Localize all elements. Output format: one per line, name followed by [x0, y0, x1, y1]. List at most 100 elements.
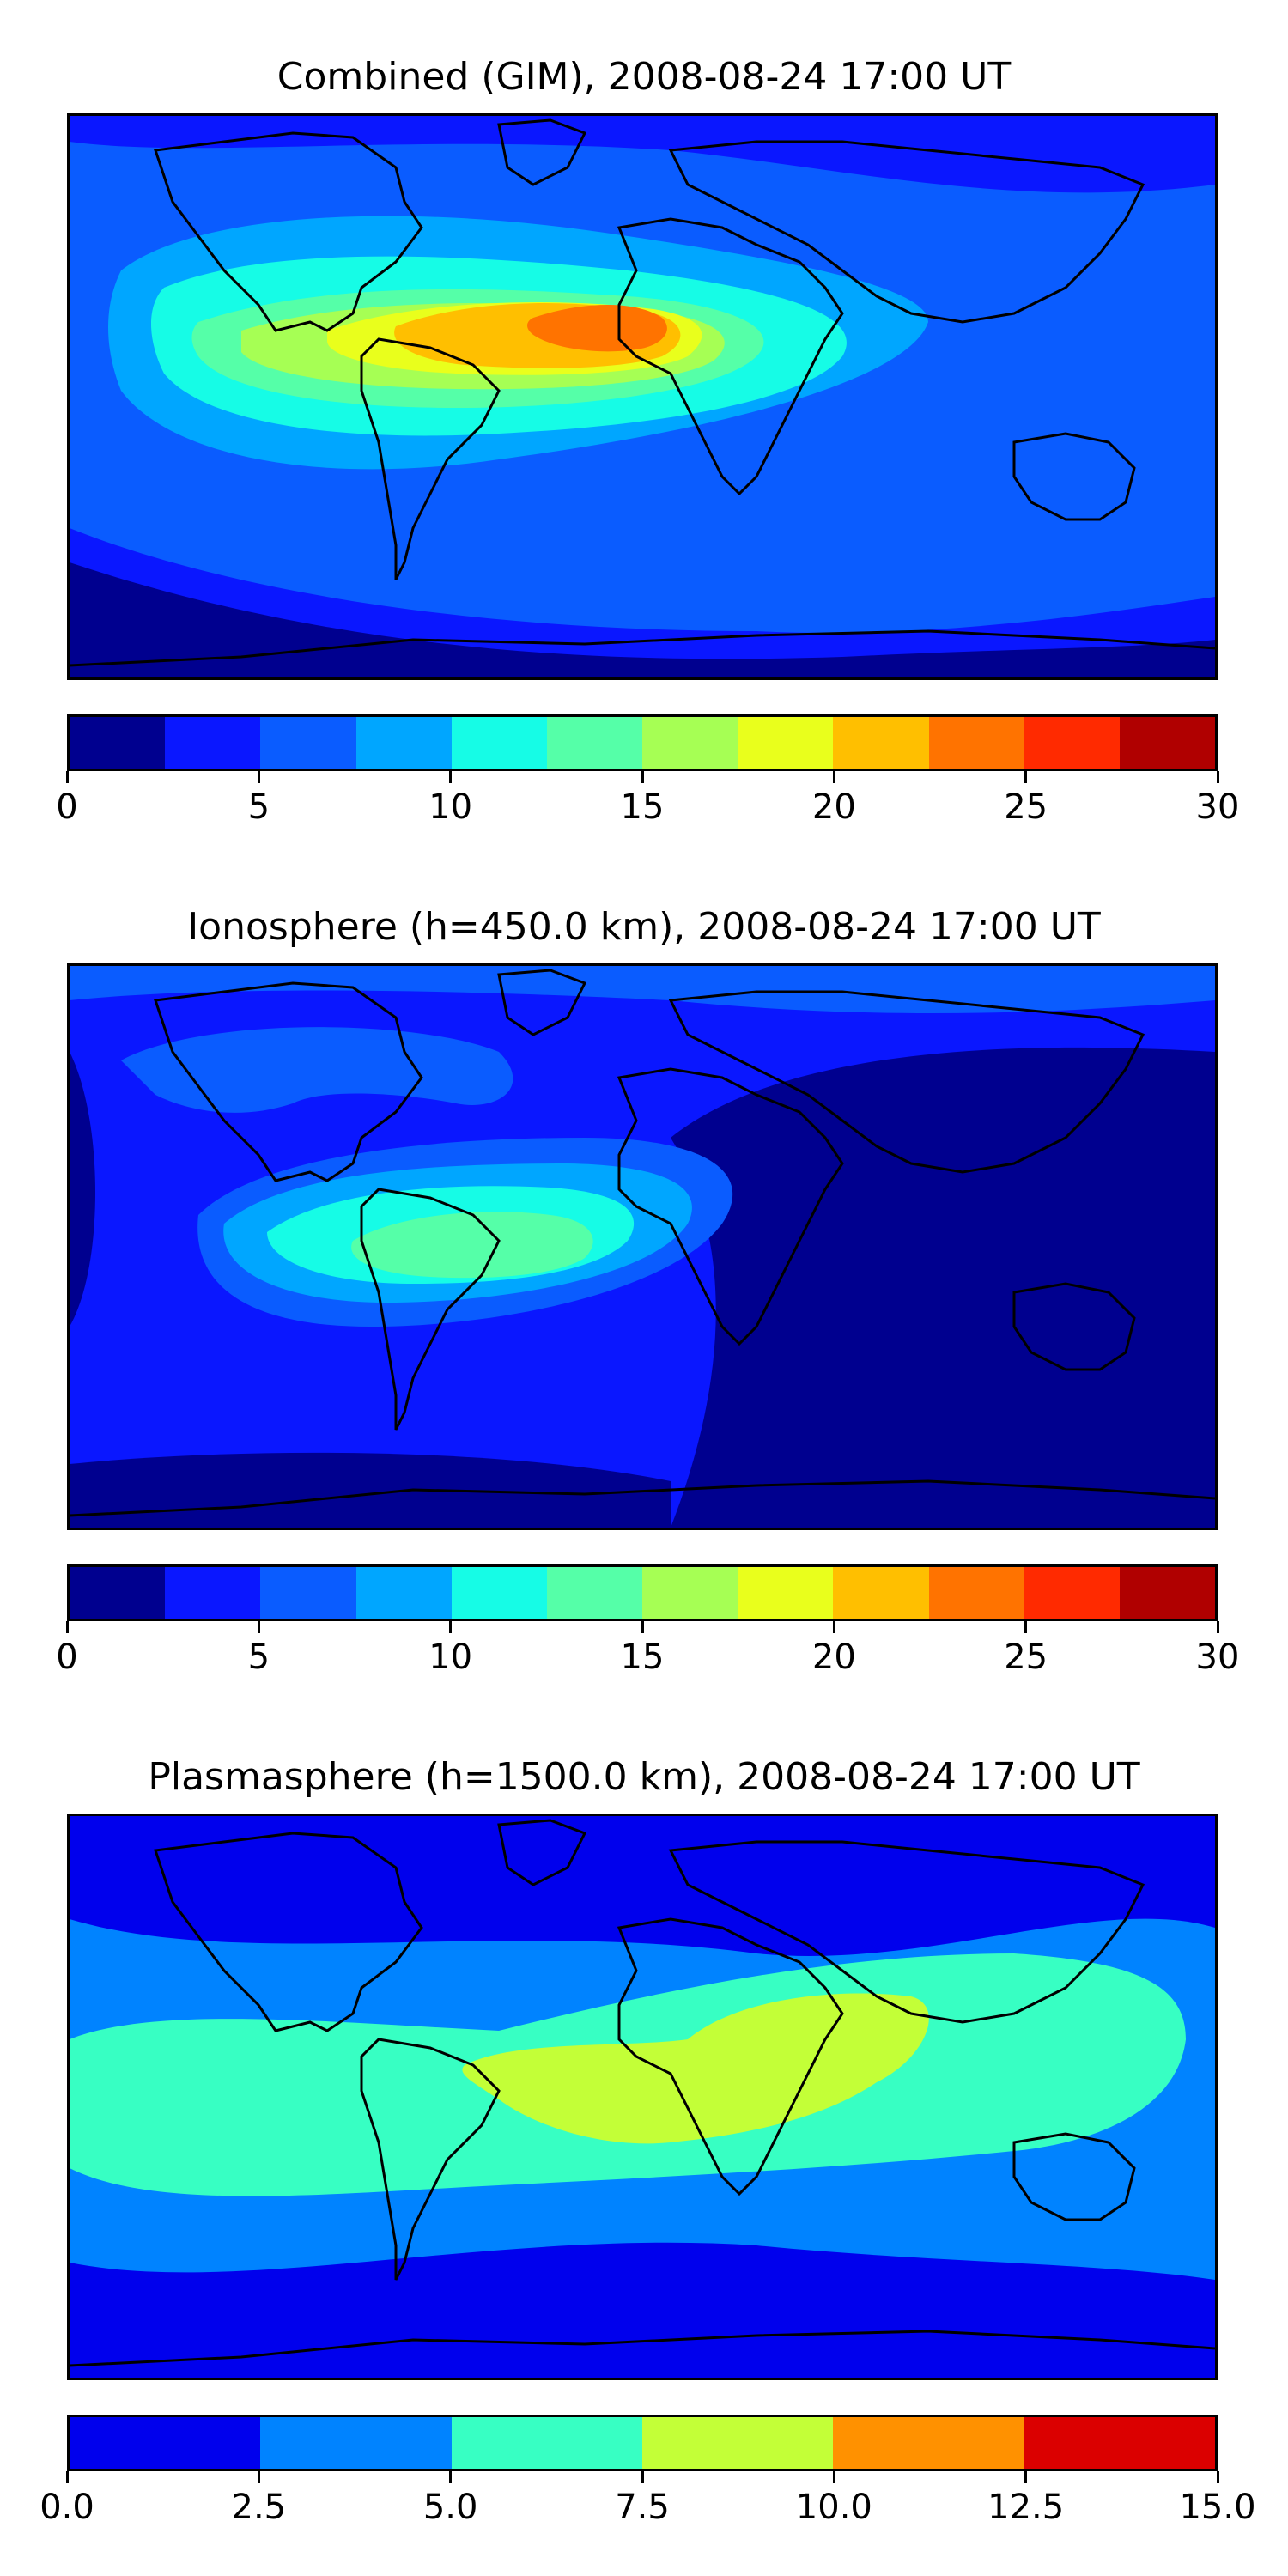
colorbar-tick-label: 0.0	[39, 2488, 94, 2527]
coastline-antarctica	[70, 2330, 1215, 2367]
coastline-north-america	[153, 1832, 423, 2032]
coastline-antarctica	[70, 629, 1215, 667]
coastline-asia	[668, 1840, 1145, 2024]
colorbar-segment	[165, 1567, 261, 1619]
colorbar-tick-label: 10.0	[795, 2488, 872, 2527]
map-plasmasphere	[67, 1814, 1218, 2380]
colorbar-tick-label: 12.5	[987, 2488, 1065, 2527]
colorbar-segment	[833, 717, 929, 769]
colorbar-segment	[451, 2417, 642, 2469]
contour-levels-ionosphere	[70, 966, 1215, 1528]
coastline-south-america	[360, 1188, 501, 1431]
heatmap-combined	[70, 116, 1215, 677]
colorbar-tick-label: 2.5	[231, 2488, 287, 2527]
colorbar-tick-label: 7.5	[615, 2488, 670, 2527]
colorbar-segment	[1024, 2417, 1215, 2469]
colorbar-ionosphere	[67, 1564, 1218, 1621]
contour-level	[70, 116, 1215, 193]
colorbar-segment	[738, 717, 834, 769]
contour-level	[70, 1052, 95, 1327]
coastline-north-america	[153, 131, 423, 332]
contour-levels-plasmasphere	[70, 1816, 1215, 2378]
colorbar-segment	[260, 1567, 356, 1619]
contour-level	[121, 1027, 513, 1113]
coastline-south-america	[360, 2038, 501, 2281]
coastlines	[70, 969, 1215, 1517]
colorbar-segment	[1119, 1567, 1216, 1619]
colorbar-segment	[833, 2417, 1024, 2469]
colorbar-combined	[67, 714, 1218, 771]
colorbar-segment	[833, 1567, 929, 1619]
coastline-greenland	[497, 969, 587, 1036]
colorbar-tick-label: 15.0	[1179, 2488, 1256, 2527]
colorbar-segment	[642, 1567, 738, 1619]
coastline-africa-europe	[617, 1917, 844, 2196]
colorbar-tick-label: 10	[428, 787, 473, 827]
map-ionosphere	[67, 963, 1218, 1530]
colorbar-plasmasphere	[67, 2415, 1218, 2471]
coastline-antarctica	[70, 1479, 1215, 1517]
colorbar-segment	[70, 2417, 261, 2469]
colorbar-ticks-ionosphere: 0 5 10 15 20 25 30	[56, 1621, 1239, 1677]
coastline-africa-europe	[617, 217, 844, 496]
colorbar-segment	[1119, 717, 1216, 769]
contour-level	[527, 305, 667, 352]
colorbar-segment	[546, 1567, 643, 1619]
colorbar-segment	[165, 717, 261, 769]
colorbar-segment	[1024, 717, 1120, 769]
colorbar-tick-label: 15	[620, 1637, 665, 1677]
chart-title-ionosphere: Ionosphere (h=450.0 km), 2008-08-24 17:0…	[187, 905, 1101, 949]
colorbar-segment	[738, 1567, 834, 1619]
colorbar-tick-label: 20	[811, 787, 856, 827]
heatmap-plasmasphere	[70, 1816, 1215, 2378]
coastline-australia	[1012, 432, 1136, 521]
colorbar-segment	[928, 717, 1024, 769]
coastline-north-america	[153, 981, 423, 1182]
map-combined	[67, 113, 1218, 680]
coastline-south-america	[360, 337, 501, 580]
contour-level	[462, 1993, 929, 2144]
contour-level	[351, 1212, 593, 1279]
contour-levels-combined	[70, 116, 1215, 677]
coastlines	[70, 1819, 1215, 2367]
colorbar-segment	[641, 2417, 834, 2469]
coastline-greenland	[497, 1819, 587, 1886]
colorbar-segment	[355, 1567, 452, 1619]
colorbar-tick-label: 25	[1004, 787, 1048, 827]
colorbar-segment	[1024, 1567, 1120, 1619]
colorbar-tick-label: 25	[1004, 1637, 1048, 1677]
colorbar-tick-label: 10	[428, 1637, 473, 1677]
colorbar-ticks-plasmasphere: 0.0 2.5 5.0 7.5 10.0 12.5 15.0	[39, 2471, 1256, 2527]
colorbar-tick-label: 5.0	[422, 2488, 478, 2527]
coastline-asia	[668, 140, 1145, 324]
colorbar-tick-label: 5	[247, 787, 270, 827]
coastline-asia	[668, 990, 1145, 1174]
colorbar-segment	[642, 717, 738, 769]
colorbar-segment	[355, 717, 452, 769]
colorbar-tick-label: 15	[620, 787, 665, 827]
coastline-africa-europe	[617, 1067, 844, 1346]
coastline-greenland	[497, 118, 587, 186]
colorbar-segment	[928, 1567, 1024, 1619]
colorbar-segment	[451, 1567, 547, 1619]
chart-title-plasmasphere: Plasmasphere (h=1500.0 km), 2008-08-24 1…	[148, 1755, 1140, 1799]
heatmap-ionosphere	[70, 966, 1215, 1528]
colorbar-segment	[70, 717, 166, 769]
colorbar-tick-label: 0	[56, 1637, 78, 1677]
colorbar-segment	[260, 2417, 452, 2469]
chart-title-combined: Combined (GIM), 2008-08-24 17:00 UT	[276, 55, 1012, 99]
colorbar-segment	[451, 717, 547, 769]
colorbar-tick-label: 5	[247, 1637, 270, 1677]
colorbar-segment	[70, 1567, 166, 1619]
colorbar-tick-label: 20	[811, 1637, 856, 1677]
coastline-australia	[1012, 2132, 1136, 2221]
colorbar-segment	[260, 717, 356, 769]
colorbar-tick-label: 0	[56, 787, 78, 827]
colorbar-segment	[546, 717, 643, 769]
colorbar-tick-label: 30	[1195, 787, 1240, 827]
coastline-australia	[1012, 1282, 1136, 1371]
colorbar-ticks-combined: 0 5 10 15 20 25 30	[56, 771, 1239, 827]
coastlines	[70, 118, 1215, 667]
contour-level	[70, 562, 1215, 677]
contour-level	[671, 1047, 1215, 1528]
